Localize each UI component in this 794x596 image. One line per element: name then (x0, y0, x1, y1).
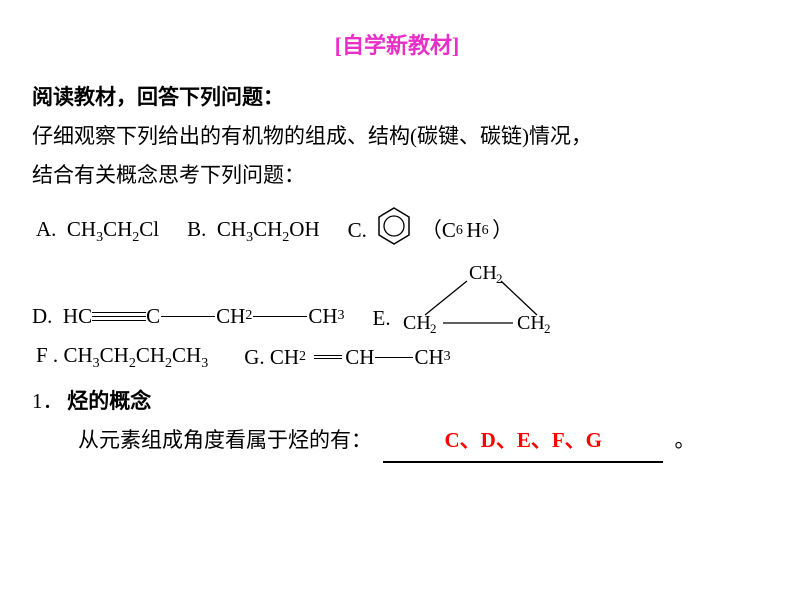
intro-line-1: 阅读教材，回答下列问题： (32, 78, 762, 117)
paren-open: （ (421, 214, 442, 248)
q1-heading-row: 1． 烃的概念 (32, 382, 762, 421)
q1-prompt-row: 从元素组成角度看属于烃的有： C、D、E、F、G 。 (32, 421, 762, 464)
opt-d: D. HCCCH2CH3 (32, 300, 345, 334)
opt-e: E. CH 2 CH 2 CH 2 (373, 263, 557, 333)
section-title: [自学新教材] (32, 28, 762, 60)
opt-c: C. （C6 H6 ） (348, 205, 513, 258)
opt-b: B. CH3CH2OH (187, 213, 319, 250)
label-g: G. (244, 341, 264, 375)
svg-text:CH: CH (469, 263, 497, 284)
intro-line-2: 仔细观察下列给出的有机物的组成、结构(碳键、碳链)情况， (32, 117, 762, 156)
double-bond-icon (314, 353, 342, 361)
svg-text:CH: CH (403, 312, 431, 333)
formula-row-fg: F . CH3CH2CH2CH3 G. CH2 CHCH3 (36, 339, 762, 376)
label-d: D. (32, 300, 52, 334)
intro-line-3: 结合有关概念思考下列问题： (32, 156, 762, 195)
opt-a: A. CH3CH2Cl (36, 213, 159, 250)
svg-text:2: 2 (430, 321, 437, 333)
svg-text:2: 2 (544, 321, 551, 333)
cyclopropane-icon: CH 2 CH 2 CH 2 (397, 263, 557, 333)
label-a: A. (36, 217, 56, 241)
benzene-icon (373, 205, 415, 258)
q1-prompt: 从元素组成角度看属于烃的有： (78, 428, 372, 452)
label-f: F . (36, 343, 58, 367)
label-b: B. (187, 217, 206, 241)
formula-row-abc: A. CH3CH2Cl B. CH3CH2OH C. （C6 H6 ） (36, 205, 762, 258)
opt-f: F . CH3CH2CH2CH3 (36, 339, 208, 376)
svg-text:2: 2 (496, 271, 503, 286)
q1-heading: 烃的概念 (67, 389, 151, 413)
single-bond-icon (253, 316, 307, 317)
svg-text:CH: CH (517, 312, 545, 333)
q1-number: 1． (32, 382, 62, 421)
formula-row-de: D. HCCCH2CH3 E. CH 2 CH 2 CH 2 (32, 263, 762, 333)
label-e: E. (373, 306, 391, 331)
label-c: C. (348, 214, 367, 248)
triple-bond-icon (92, 309, 146, 324)
single-bond-icon (375, 357, 413, 358)
q1-answer-blank: C、D、E、F、G (383, 421, 663, 464)
single-bond-icon (161, 316, 215, 317)
paren-close: ） (492, 214, 513, 248)
q1-suffix: 。 (675, 428, 696, 452)
opt-g: G. CH2 CHCH3 (244, 341, 450, 375)
q1-answer: C、D、E、F、G (445, 428, 603, 452)
